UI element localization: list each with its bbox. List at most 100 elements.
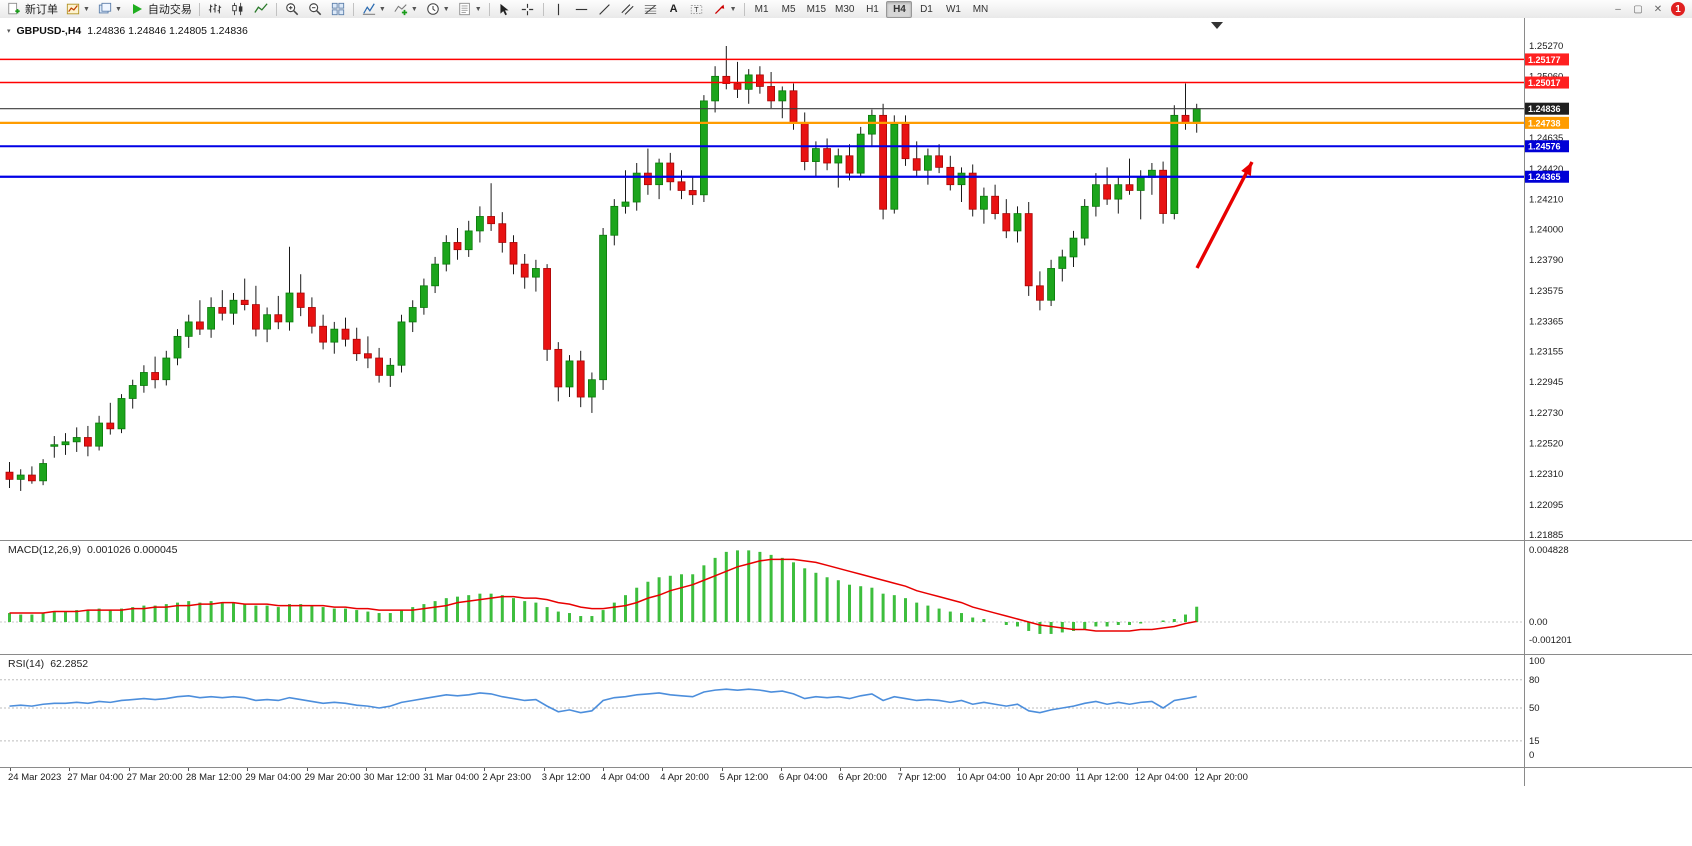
rsi-indicator-panel[interactable]: 100 80 50 15 0 [0,655,1692,767]
time-axis-tick [603,768,604,771]
symbol-period-text: GBPUSD-,H4 [16,25,82,37]
time-axis-label: 5 Apr 12:00 [719,772,769,783]
fibonacci-tool-button[interactable] [640,1,662,17]
time-axis-label: 2 Apr 23:00 [482,772,531,783]
cursor-tool-button[interactable] [494,1,516,17]
profiles-button[interactable]: ▼ [94,1,125,17]
time-axis-label: 29 Mar 20:00 [304,772,361,783]
time-axis-tick [1136,768,1138,771]
new-chart-icon [65,2,81,17]
new-chart-caret-icon: ▼ [83,5,90,13]
notification-badge[interactable]: 1 [1671,2,1685,16]
time-axis-tick [958,768,960,771]
time-axis[interactable]: 24 Mar 2023 27 Mar 04:00 27 Mar 20:00 28 Ma… [0,768,1692,788]
svg-text:1.25270: 1.25270 [1529,41,1563,52]
panel-separator[interactable] [0,654,1692,655]
timeframe-mn-button[interactable]: MN [972,3,989,15]
macd-values-text: 0.001026 0.000045 [86,544,178,556]
periods-clock-icon [425,2,441,17]
chart-region: 1.252701.250601.246351.244201.242101.240… [0,18,1692,846]
zoom-in-button[interactable] [281,1,303,17]
svg-text:1.23575: 1.23575 [1529,286,1563,297]
svg-text:1.25017: 1.25017 [1528,78,1561,88]
bar-chart-button[interactable] [204,1,226,17]
zoom-out-icon [307,2,323,17]
macd-indicator-panel[interactable]: 0.004828 0.00 -0.001201 [0,541,1692,654]
window-close-button[interactable]: ✕ [1653,3,1663,15]
svg-text:1.23155: 1.23155 [1529,347,1563,358]
cursor-icon [497,2,513,17]
arrows-tool-button[interactable]: ▼ [709,1,740,17]
indicators-button[interactable]: ▼ [390,1,421,17]
timeframe-w1-button[interactable]: W1 [945,3,961,15]
svg-text:0.004828: 0.004828 [1529,545,1569,556]
zoom-out-button[interactable] [304,1,326,17]
fibonacci-icon [643,2,659,17]
periods-button[interactable]: ▼ [422,1,453,17]
time-axis-tick [425,768,427,771]
label-tool-button[interactable]: T [686,1,708,17]
time-axis-label: 3 Apr 12:00 [541,772,591,783]
templates-button[interactable]: ▼ [454,1,485,17]
panel-separator[interactable] [0,540,1692,541]
chart-dropdown-caret-icon[interactable]: ▾ [7,28,11,35]
time-axis-label: 4 Apr 20:00 [660,772,709,783]
time-axis-tick [780,768,782,771]
data-window-button[interactable]: ▼ [358,1,389,17]
line-chart-button[interactable] [250,1,272,17]
time-axis-label: 4 Apr 04:00 [601,772,650,783]
timeframe-d1-button[interactable]: D1 [920,3,933,15]
templates-caret-icon: ▼ [474,5,482,13]
time-axis-tick [1018,768,1020,771]
candlestick-chart-button[interactable] [227,1,249,17]
timeframe-m5-button[interactable]: M5 [781,3,796,15]
toolbar-separator [352,2,354,16]
price-chart-panel[interactable]: 1.252701.250601.246351.244201.242101.240… [0,18,1692,540]
timeframe-h4-button[interactable]: H4 [886,0,913,18]
indicators-caret-icon: ▼ [410,5,418,13]
timeframe-h1-button[interactable]: H1 [866,3,879,15]
toolbar-separator [198,2,200,16]
new-order-button[interactable]: 新订单 [3,1,61,17]
new-chart-button[interactable]: ▼ [62,1,93,17]
periods-caret-icon: ▼ [442,5,450,13]
profiles-caret-icon: ▼ [114,5,122,13]
time-axis-tick [128,768,130,771]
svg-text:1.24836: 1.24836 [1528,104,1561,114]
text-icon: A [669,3,678,15]
timeframe-m15-button[interactable]: M15 [806,3,827,15]
timeframe-m30-button[interactable]: M30 [835,3,855,15]
trendline-tool-button[interactable] [594,1,616,17]
channel-icon [620,2,636,17]
arrows-caret-icon: ▼ [729,5,737,13]
timeframe-m1-button[interactable]: M1 [754,3,769,15]
time-axis-label: 7 Apr 12:00 [897,772,947,783]
time-axis-tick [1077,768,1079,771]
time-axis-label: 10 Apr 04:00 [956,772,1011,783]
window-restore-button[interactable]: ▢ [1633,3,1643,15]
svg-text:1.24635: 1.24635 [1529,133,1563,144]
autotrading-button[interactable]: 自动交易 [126,1,195,17]
svg-text:T: T [694,4,699,13]
time-axis-tick [365,768,367,771]
macd-label-row: MACD(12,26,9) 0.001026 0.000045 [8,544,177,556]
svg-text:1.22730: 1.22730 [1529,408,1563,419]
ohlc-values-text: 1.24836 1.24846 1.24805 1.24836 [87,25,248,37]
panel-separator [0,767,1692,768]
svg-text:1.24420: 1.24420 [1529,164,1563,175]
crosshair-tool-button[interactable] [517,1,539,17]
text-tool-button[interactable]: A [663,1,685,17]
autotrading-label: 自动交易 [147,4,192,16]
rsi-name-text: RSI(14) [8,658,45,670]
time-axis-label: 30 Mar 12:00 [363,772,420,783]
tile-windows-button[interactable] [327,1,349,17]
horizontal-line-tool-button[interactable] [571,1,593,17]
vertical-line-tool-button[interactable] [548,1,570,17]
bar-chart-icon [207,2,223,17]
channel-tool-button[interactable] [617,1,639,17]
time-axis-label: 12 Apr 20:00 [1194,772,1248,783]
window-minimize-button[interactable]: – [1615,3,1621,15]
time-axis-label: 27 Mar 20:00 [126,772,183,783]
trendline-icon [597,2,613,17]
